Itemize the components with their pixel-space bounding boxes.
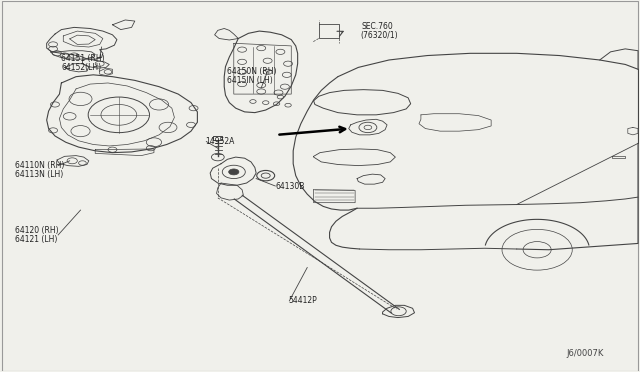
Text: 54412P: 54412P [288,296,317,305]
Text: SEC.760: SEC.760 [362,22,393,31]
Text: 64121 (LH): 64121 (LH) [15,235,57,244]
Text: 64113N (LH): 64113N (LH) [15,170,63,179]
Text: 64151 (RH): 64151 (RH) [61,54,105,62]
Circle shape [228,169,239,175]
Text: 14952A: 14952A [205,137,234,146]
Text: 64130B: 64130B [275,182,305,190]
Text: J6/0007K: J6/0007K [567,349,604,358]
Text: 64152(LH): 64152(LH) [61,63,102,72]
Text: (76320/1): (76320/1) [360,31,398,41]
Text: 64110N (RH): 64110N (RH) [15,161,64,170]
Text: 6415IN (LH): 6415IN (LH) [227,76,273,85]
Text: 64120 (RH): 64120 (RH) [15,226,58,235]
Text: 64150N (RH): 64150N (RH) [227,67,277,76]
